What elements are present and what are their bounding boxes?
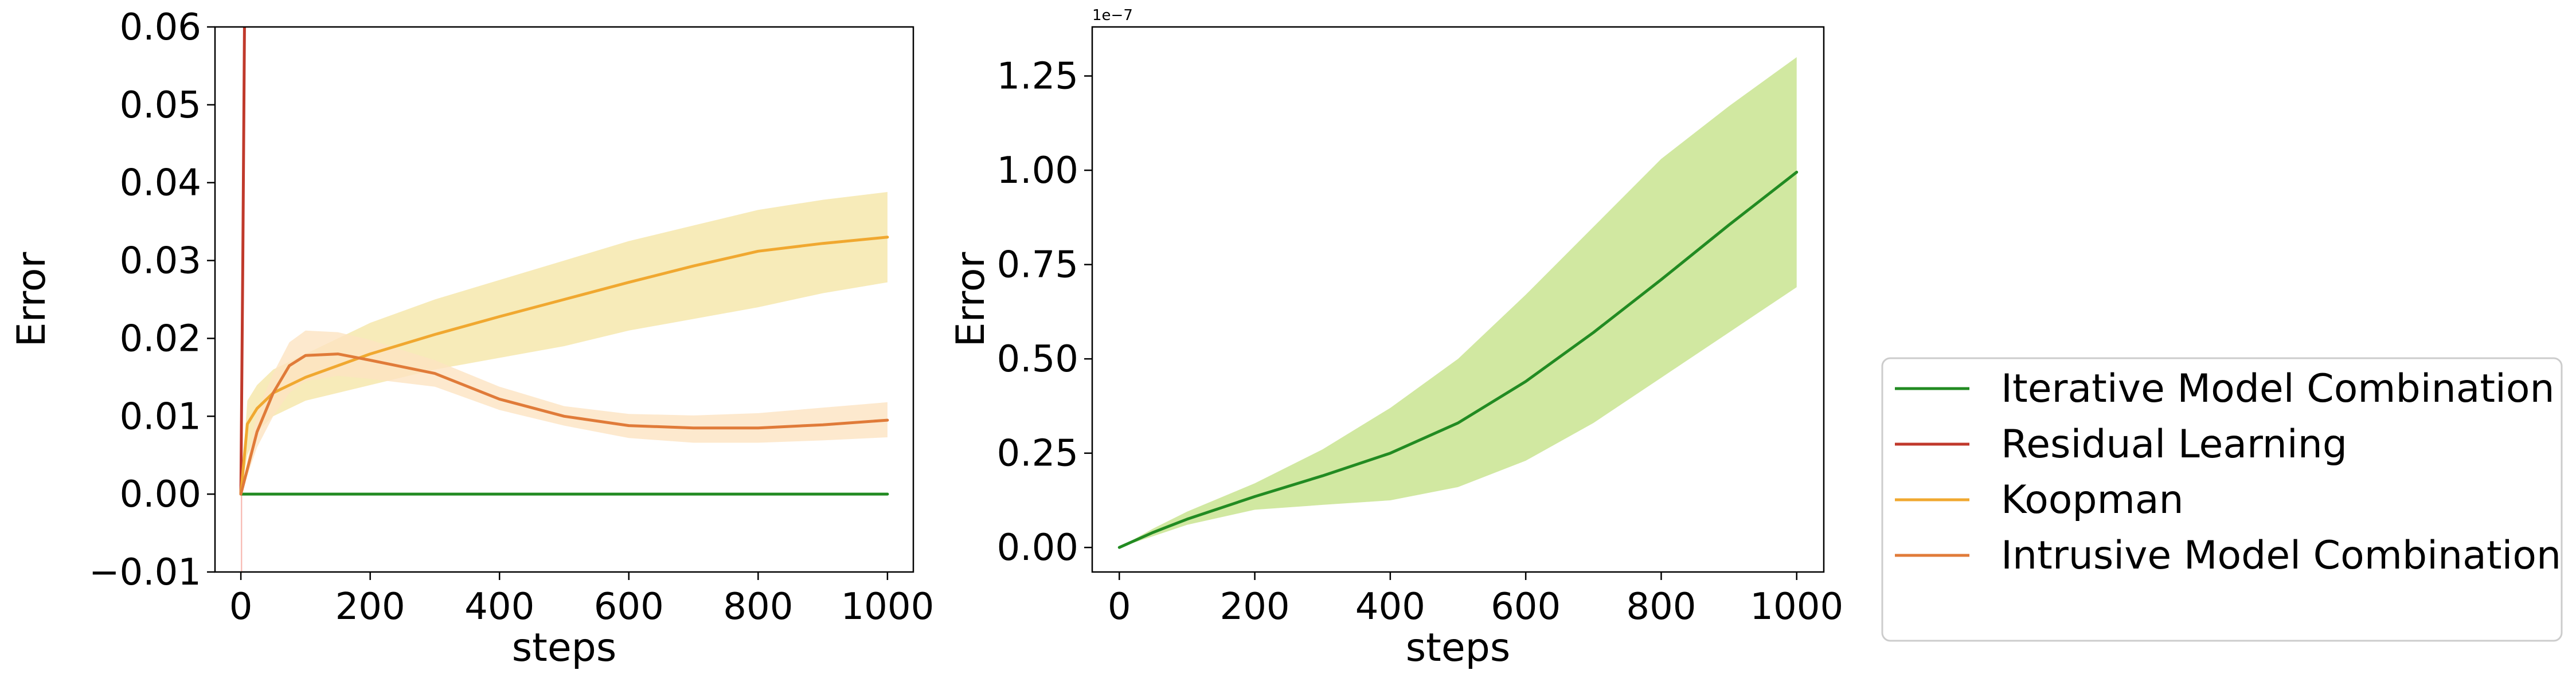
right-x-tick-label: 600 bbox=[1491, 586, 1561, 628]
right-x-tick-label: 1000 bbox=[1750, 586, 1843, 628]
right-y-tick-label: 1.00 bbox=[997, 150, 1079, 192]
left-x-tick-label: 0 bbox=[229, 586, 253, 628]
legend-label-iterative-model-combination: Iterative Model Combination bbox=[2001, 366, 2555, 412]
left-plot-area bbox=[239, 27, 889, 572]
right-y-tick-label: 1.25 bbox=[997, 56, 1079, 98]
chart-left-error-vs-steps: 0 200 400 600 800 1000 −0.01 0.00 0.01 0.02 0.03 0.… bbox=[9, 6, 934, 671]
left-line-intrusive-model-combination bbox=[239, 352, 889, 496]
legend-label-residual-learning: Residual Learning bbox=[2001, 422, 2347, 467]
left-line-koopman bbox=[239, 236, 889, 496]
right-y-tick-label: 0.50 bbox=[997, 338, 1079, 381]
chart-right-error-vs-steps: 0 200 400 600 800 1000 0.00 0.25 0.50 0.75 1.00 1.2… bbox=[948, 7, 1843, 671]
legend-item-iterative-model-combination: Iterative Model Combination bbox=[1895, 366, 2555, 412]
left-y-tick-label: 0.04 bbox=[120, 162, 202, 205]
right-plot-area bbox=[1117, 57, 1799, 549]
right-y-tick-label: 0.75 bbox=[997, 244, 1079, 287]
right-x-tick-label: 200 bbox=[1219, 586, 1289, 628]
left-x-tick-label: 400 bbox=[464, 586, 534, 628]
left-y-tick-label: −0.01 bbox=[89, 551, 201, 594]
right-band-iterative-model-combination bbox=[1119, 57, 1797, 548]
left-line-residual-learning bbox=[239, 27, 246, 496]
left-x-tick-label: 600 bbox=[594, 586, 664, 628]
right-x-axis-label: steps bbox=[1406, 625, 1511, 671]
left-band-residual-learning bbox=[241, 494, 243, 572]
left-band-koopman bbox=[241, 192, 888, 495]
right-y-tick-label: 0.25 bbox=[997, 433, 1079, 475]
left-y-axis-label: Error bbox=[9, 252, 54, 347]
left-y-tick-label: 0.00 bbox=[120, 473, 202, 516]
left-y-tick-label: 0.03 bbox=[120, 240, 202, 283]
legend-item-koopman: Koopman bbox=[1895, 477, 2184, 523]
legend-item-intrusive-model-combination: Intrusive Model Combination bbox=[1895, 533, 2561, 578]
left-y-tick-label: 0.02 bbox=[120, 318, 202, 360]
right-y-tick-label: 0.00 bbox=[997, 527, 1079, 569]
right-x-tick-label: 400 bbox=[1355, 586, 1425, 628]
right-y-offset-text: 1e−7 bbox=[1092, 7, 1133, 24]
left-x-axis-label: steps bbox=[512, 625, 617, 671]
left-band-intrusive-model-combination bbox=[241, 330, 888, 495]
left-axes-frame bbox=[214, 26, 914, 573]
right-line-iterative-model-combination bbox=[1117, 170, 1799, 549]
legend-frame bbox=[1881, 357, 2563, 642]
left-y-tick-label: 0.01 bbox=[120, 395, 202, 438]
legend-label-koopman: Koopman bbox=[2001, 477, 2184, 523]
left-x-tick-label: 1000 bbox=[841, 586, 934, 628]
left-y-tick-label: 0.05 bbox=[120, 84, 202, 127]
left-y-tick-label: 0.06 bbox=[120, 6, 202, 49]
right-axes-frame bbox=[1091, 26, 1825, 573]
legend: Iterative Model Combination Residual Lea… bbox=[1881, 357, 2563, 642]
legend-item-residual-learning: Residual Learning bbox=[1895, 422, 2347, 467]
left-x-tick-label: 800 bbox=[723, 586, 793, 628]
right-x-tick-label: 0 bbox=[1108, 586, 1131, 628]
right-y-axis-label: Error bbox=[948, 252, 994, 347]
right-x-tick-label: 800 bbox=[1626, 586, 1696, 628]
legend-label-intrusive-model-combination: Intrusive Model Combination bbox=[2001, 533, 2561, 578]
left-x-tick-label: 200 bbox=[335, 586, 405, 628]
